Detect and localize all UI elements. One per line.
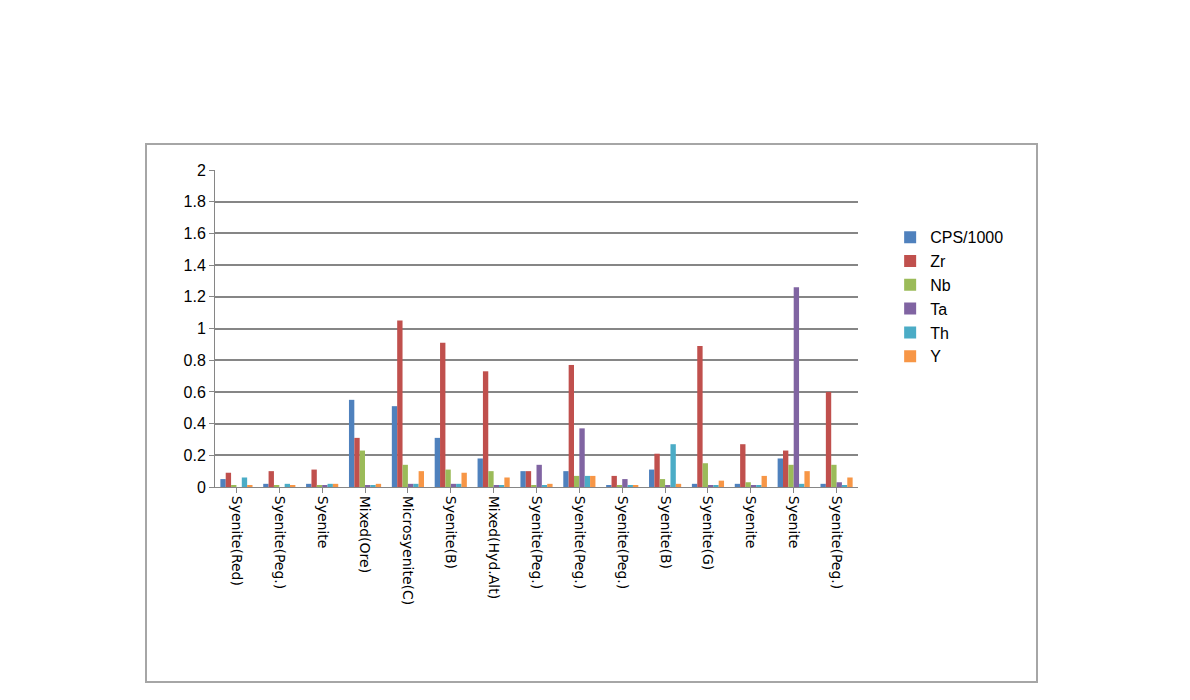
svg-text:Zr: Zr <box>930 253 946 270</box>
svg-text:Mixed(Hyd.Alt): Mixed(Hyd.Alt) <box>486 496 502 599</box>
svg-text:Microsyenite(C): Microsyenite(C) <box>400 496 416 605</box>
svg-text:Nb: Nb <box>930 277 951 294</box>
svg-text:Syenite(Peg.): Syenite(Peg.) <box>615 496 631 589</box>
svg-text:1.8: 1.8 <box>184 193 206 210</box>
svg-text:1: 1 <box>197 320 206 337</box>
svg-text:Th: Th <box>930 325 949 342</box>
svg-text:0.8: 0.8 <box>184 352 206 369</box>
svg-text:Syenite(B): Syenite(B) <box>658 496 674 569</box>
svg-text:1.2: 1.2 <box>184 288 206 305</box>
svg-text:0.4: 0.4 <box>184 415 206 432</box>
svg-text:Syenite: Syenite <box>743 496 759 549</box>
svg-text:1.4: 1.4 <box>184 257 206 274</box>
svg-text:Syenite(Peg.): Syenite(Peg.) <box>572 496 588 589</box>
svg-text:Syenite: Syenite <box>315 496 331 549</box>
svg-text:CPS/1000: CPS/1000 <box>930 229 1003 246</box>
svg-text:0.2: 0.2 <box>184 447 206 464</box>
svg-text:Syenite(Peg.): Syenite(Peg.) <box>829 496 845 589</box>
svg-text:Syenite(Peg.): Syenite(Peg.) <box>529 496 545 589</box>
svg-text:1.6: 1.6 <box>184 225 206 242</box>
svg-text:0: 0 <box>197 479 206 496</box>
svg-text:Mixed(Ore): Mixed(Ore) <box>357 496 373 573</box>
svg-text:Syenite: Syenite <box>786 496 802 549</box>
svg-text:Syenite(Peg.): Syenite(Peg.) <box>272 496 288 589</box>
svg-text:Syenite(G): Syenite(G) <box>700 496 716 570</box>
svg-text:Syenite(B): Syenite(B) <box>443 496 459 569</box>
svg-text:Syenite(Red): Syenite(Red) <box>229 496 245 586</box>
svg-text:2: 2 <box>197 162 206 179</box>
svg-text:0.6: 0.6 <box>184 384 206 401</box>
svg-text:Ta: Ta <box>930 301 947 318</box>
svg-text:Y: Y <box>930 348 941 365</box>
